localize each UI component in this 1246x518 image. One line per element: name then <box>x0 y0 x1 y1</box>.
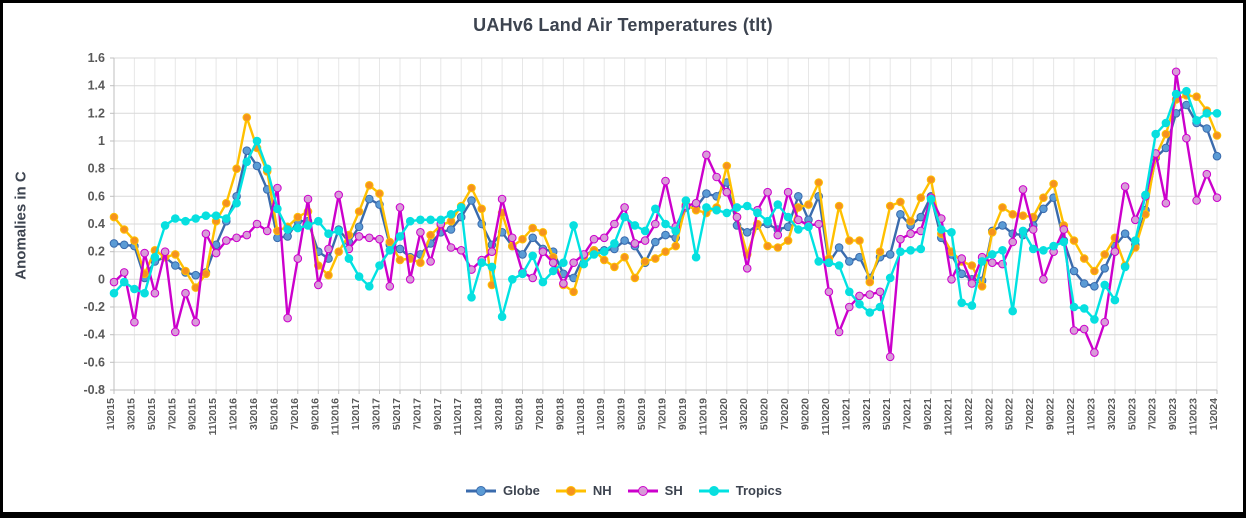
svg-text:7\2020: 7\2020 <box>779 398 791 430</box>
svg-text:9\2022: 9\2022 <box>1045 398 1057 430</box>
svg-text:9\2020: 9\2020 <box>800 398 812 430</box>
svg-text:1\2019: 1\2019 <box>595 398 607 430</box>
svg-text:7\2016: 7\2016 <box>289 398 301 430</box>
svg-text:-0.6: -0.6 <box>83 355 105 369</box>
svg-text:9\2023: 9\2023 <box>1167 398 1179 430</box>
svg-text:11\2023: 11\2023 <box>1188 398 1200 436</box>
svg-text:1\2022: 1\2022 <box>963 398 975 430</box>
tropics-legend-marker-icon <box>698 485 729 496</box>
svg-text:3\2023: 3\2023 <box>1106 398 1118 430</box>
svg-text:0: 0 <box>98 272 105 286</box>
svg-text:-0.4: -0.4 <box>83 328 105 342</box>
svg-text:5\2019: 5\2019 <box>636 398 648 430</box>
svg-text:3\2017: 3\2017 <box>371 398 383 430</box>
svg-text:9\2018: 9\2018 <box>554 398 566 430</box>
svg-text:1.2: 1.2 <box>88 106 105 120</box>
svg-text:9\2021: 9\2021 <box>922 398 934 430</box>
svg-text:-0.8: -0.8 <box>83 383 105 397</box>
svg-text:7\2021: 7\2021 <box>902 398 914 430</box>
legend-item-nh[interactable]: NH <box>554 483 612 498</box>
legend-label-nh: NH <box>592 483 612 498</box>
svg-text:7\2022: 7\2022 <box>1024 398 1036 430</box>
chart-title: UAHv6 Land Air Temperatures (tlt) <box>473 15 773 35</box>
legend-label-globe: Globe <box>503 483 540 498</box>
svg-text:5\2017: 5\2017 <box>391 398 403 430</box>
y-axis-title: Anomalies in C <box>12 171 30 280</box>
svg-text:1\2018: 1\2018 <box>473 398 485 430</box>
legend-item-tropics[interactable]: Tropics <box>697 483 782 498</box>
svg-text:11\2017: 11\2017 <box>452 398 464 436</box>
svg-text:3\2020: 3\2020 <box>738 398 750 430</box>
svg-text:11\2021: 11\2021 <box>943 398 955 436</box>
svg-text:9\2019: 9\2019 <box>677 398 689 430</box>
legend: Globe NH SH Tropics <box>3 483 1243 498</box>
svg-text:9\2017: 9\2017 <box>432 398 444 430</box>
chart-canvas: -0.8 -0.6 -0.4 -0.2 0 0.2 0.4 0.6 0.8 1 1.2 1.4 1.6 1… <box>83 51 1222 436</box>
svg-text:0.4: 0.4 <box>88 217 105 231</box>
svg-text:5\2023: 5\2023 <box>1126 398 1138 430</box>
svg-text:5\2018: 5\2018 <box>514 398 526 430</box>
svg-text:5\2020: 5\2020 <box>759 398 771 430</box>
svg-text:5\2015: 5\2015 <box>146 398 158 430</box>
svg-text:7\2023: 7\2023 <box>1147 398 1159 430</box>
svg-text:3\2022: 3\2022 <box>983 398 995 430</box>
svg-text:3\2015: 3\2015 <box>125 398 137 430</box>
sh-legend-marker-icon <box>627 485 658 496</box>
svg-text:5\2021: 5\2021 <box>881 398 893 430</box>
globe-legend-marker-icon <box>466 485 497 496</box>
legend-item-sh[interactable]: SH <box>626 483 683 498</box>
legend-label-tropics: Tropics <box>735 483 782 498</box>
svg-text:1\2021: 1\2021 <box>840 398 852 430</box>
svg-text:0.8: 0.8 <box>88 162 105 176</box>
svg-text:3\2016: 3\2016 <box>248 398 260 430</box>
svg-text:5\2016: 5\2016 <box>268 398 280 430</box>
svg-text:1.6: 1.6 <box>88 51 105 65</box>
svg-text:7\2018: 7\2018 <box>534 398 546 430</box>
svg-text:7\2017: 7\2017 <box>411 398 423 430</box>
svg-text:1\2024: 1\2024 <box>1208 398 1220 430</box>
svg-text:9\2016: 9\2016 <box>309 398 321 430</box>
svg-text:11\2018: 11\2018 <box>575 398 587 436</box>
svg-text:0.6: 0.6 <box>88 189 105 203</box>
svg-text:0.2: 0.2 <box>88 245 105 259</box>
svg-text:3\2018: 3\2018 <box>493 398 505 430</box>
svg-text:1\2020: 1\2020 <box>718 398 730 430</box>
svg-text:1\2015: 1\2015 <box>105 398 117 430</box>
svg-text:7\2015: 7\2015 <box>166 398 178 430</box>
svg-text:-0.2: -0.2 <box>83 300 105 314</box>
svg-text:1.4: 1.4 <box>88 79 105 93</box>
legend-item-globe[interactable]: Globe <box>464 483 540 498</box>
nh-legend-marker-icon <box>555 485 586 496</box>
svg-text:3\2021: 3\2021 <box>861 398 873 430</box>
svg-text:11\2019: 11\2019 <box>697 398 709 436</box>
legend-label-sh: SH <box>664 483 683 498</box>
svg-text:7\2019: 7\2019 <box>657 398 669 430</box>
svg-text:11\2016: 11\2016 <box>330 398 342 436</box>
svg-text:11\2020: 11\2020 <box>820 398 832 436</box>
svg-text:9\2015: 9\2015 <box>187 398 199 430</box>
svg-text:11\2022: 11\2022 <box>1065 398 1077 436</box>
svg-text:1: 1 <box>98 134 105 148</box>
svg-text:1\2016: 1\2016 <box>228 398 240 430</box>
svg-text:5\2022: 5\2022 <box>1004 398 1016 430</box>
svg-text:1\2017: 1\2017 <box>350 398 362 430</box>
svg-text:3\2019: 3\2019 <box>616 398 628 430</box>
svg-text:11\2015: 11\2015 <box>207 398 219 436</box>
svg-text:1\2023: 1\2023 <box>1085 398 1097 430</box>
